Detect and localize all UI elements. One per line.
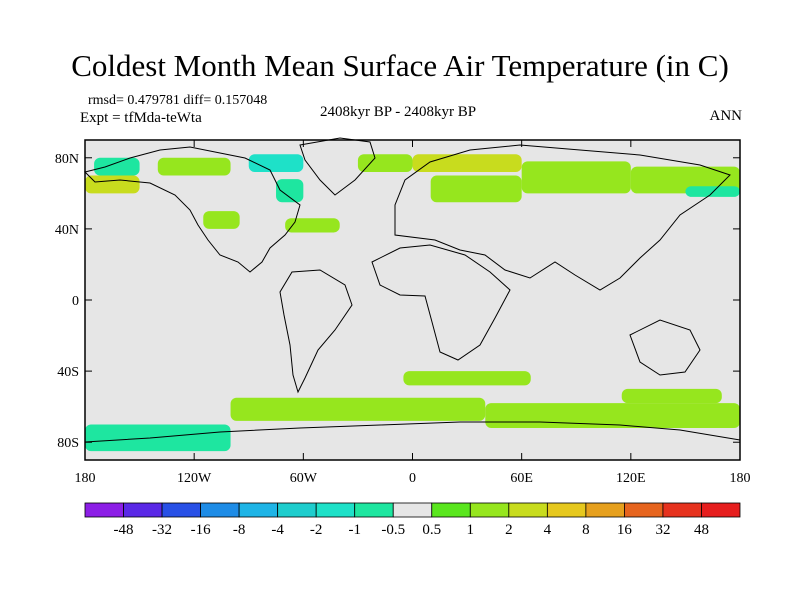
coastline-antarctica (84, 421, 741, 443)
colorbar-swatch (508, 502, 548, 518)
anomaly-region-6 (285, 218, 340, 233)
colorbar-swatch (431, 502, 471, 518)
coastline-south-america (279, 269, 353, 394)
y-tick-label: 40S (57, 365, 79, 380)
anomaly-region-12 (685, 186, 740, 197)
colorbar-swatch (624, 502, 664, 518)
y-tick-label: 80N (55, 152, 79, 167)
colorbar: -48 -32 -16 -8 -4 -2 -1 -0.5 0.5 1 2 4 8 16 32 48 (84, 502, 741, 538)
colorbar-label: -32 (152, 522, 172, 538)
colorbar-label: 16 (617, 522, 633, 538)
colorbar-swatch (585, 502, 625, 518)
colorbar-swatch (238, 502, 279, 518)
anomaly-region-10 (521, 161, 631, 194)
anomaly-region-15 (485, 403, 740, 428)
coastline-australia (629, 319, 701, 376)
anomaly-region-9 (430, 175, 522, 203)
x-tick-label: 60W (290, 471, 318, 486)
colorbar-swatch (662, 502, 702, 518)
anomaly-region-14 (230, 397, 486, 421)
colorbar-swatch (354, 502, 394, 518)
season-text: ANN (709, 108, 743, 124)
coastline-north-america (84, 146, 301, 273)
colorbar-label: -2 (310, 522, 323, 538)
colorbar-label: 8 (582, 522, 590, 538)
anomaly-layer (85, 154, 740, 452)
colorbar-swatch (200, 502, 240, 518)
colorbar-label: 1 (467, 522, 475, 538)
colorbar-swatch (84, 502, 124, 518)
coastline-layer (84, 137, 741, 443)
colorbar-label: -1 (348, 522, 361, 538)
colorbar-label: 32 (655, 522, 670, 538)
period-text: 2408kyr BP - 2408kyr BP (320, 104, 477, 120)
colorbar-label: -4 (271, 522, 284, 538)
colorbar-swatch (469, 502, 510, 518)
x-tick-label: 120W (177, 471, 212, 486)
x-axis: 180 120W 60W 0 60E 120E 180 (75, 140, 751, 486)
anomaly-region-17 (621, 388, 722, 404)
colorbar-swatch (392, 502, 433, 518)
colorbar-label: -0.5 (381, 522, 405, 538)
colorbar-label: -16 (191, 522, 211, 538)
anomaly-region-3 (248, 154, 304, 172)
colorbar-label: -8 (233, 522, 246, 538)
y-tick-label: 0 (72, 294, 79, 309)
colorbar-swatch (277, 502, 317, 518)
x-tick-label: 120E (616, 471, 646, 486)
coastline-eurasia (394, 144, 731, 291)
colorbar-swatch (123, 502, 163, 518)
colorbar-swatch (161, 502, 201, 518)
colorbar-label: 4 (544, 522, 552, 538)
x-tick-label: 180 (75, 471, 96, 486)
anomaly-region-2 (157, 157, 231, 176)
experiment-text: Expt = tfMda-teWta (80, 110, 202, 126)
x-tick-label: 60E (510, 471, 533, 486)
anomaly-region-16 (403, 371, 531, 386)
anomaly-region-0 (85, 175, 140, 194)
colorbar-label: -48 (114, 522, 134, 538)
stats-text: rmsd= 0.479781 diff= 0.157048 (88, 93, 268, 108)
y-axis: 80N 40N 0 40S 80S (55, 152, 740, 451)
anomaly-region-1 (94, 157, 140, 176)
colorbar-swatch (315, 502, 356, 518)
y-tick-label: 40N (55, 223, 79, 238)
x-tick-label: 0 (409, 471, 416, 486)
colorbar-label: 0.5 (422, 522, 441, 538)
colorbar-swatch (546, 502, 587, 518)
colorbar-label: 48 (694, 522, 709, 538)
anomaly-region-4 (276, 179, 304, 203)
y-tick-label: 80S (57, 436, 79, 451)
chart-title: Coldest Month Mean Surface Air Temperatu… (71, 48, 729, 83)
colorbar-label: 2 (505, 522, 513, 538)
colorbar-swatch (701, 502, 741, 518)
x-tick-label: 180 (730, 471, 751, 486)
coastline-africa (371, 244, 511, 361)
anomaly-region-7 (357, 154, 413, 172)
anomaly-region-5 (203, 211, 240, 229)
